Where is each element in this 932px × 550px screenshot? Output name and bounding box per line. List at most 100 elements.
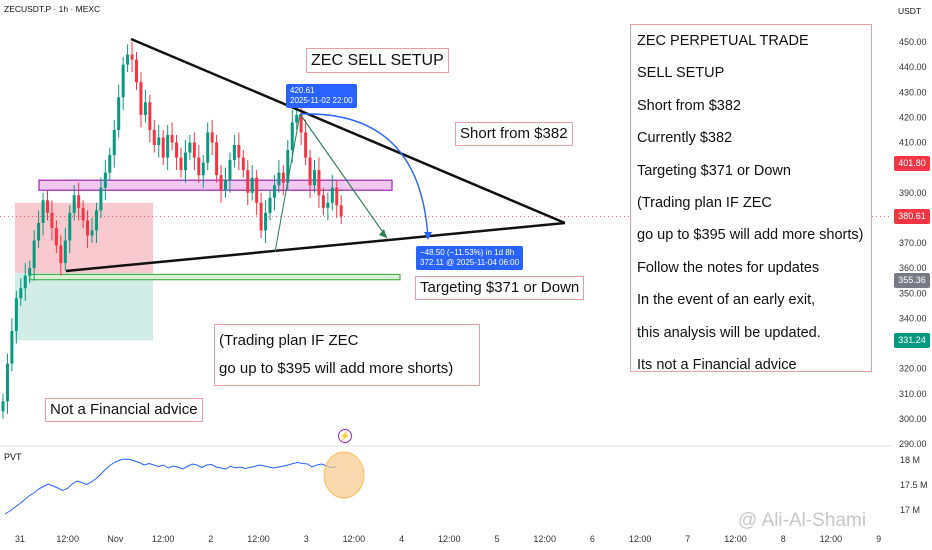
tooltip-measure-change: −48.50 (−11.53%) in 1d 8h: [420, 248, 515, 257]
candle-body: [157, 137, 161, 146]
candle-body: [281, 172, 285, 183]
candle-body: [228, 160, 232, 181]
y-tick-label: 340.00: [899, 313, 927, 323]
tooltip-high-price: 420.61: [290, 86, 315, 95]
candle-body: [210, 132, 214, 143]
note-trading-plan[interactable]: (Trading plan IF ZEC go up to $395 will …: [214, 324, 480, 386]
x-tick-label: 12:00: [343, 534, 366, 544]
candle-body: [90, 230, 94, 236]
candle-body: [246, 170, 250, 193]
trade-plan-line: Short from $382: [637, 97, 741, 114]
x-tick-label: 2: [208, 534, 213, 544]
note-disclaimer[interactable]: Not a Financial advice: [45, 398, 203, 422]
tooltip-high-date: 2025-11-02 22:00: [290, 96, 353, 105]
candle-body: [175, 142, 179, 158]
x-tick-label: 12:00: [629, 534, 652, 544]
candle-body: [135, 59, 138, 83]
candle-body: [295, 114, 299, 123]
pvt-highlight-circle: [323, 451, 365, 499]
x-tick-label: 3: [304, 534, 309, 544]
candle-body: [10, 330, 14, 364]
candle-body: [166, 134, 170, 158]
triangle-upper-line: [130, 37, 566, 225]
candle-body: [19, 288, 23, 299]
candle-body: [277, 172, 281, 186]
candle-body: [335, 187, 339, 206]
candle-body: [299, 114, 303, 133]
alert-icon[interactable]: ⚡: [338, 429, 352, 443]
header-symbol[interactable]: ZECUSDT.P · 1h · MEXC: [4, 4, 101, 14]
x-tick-label: 12:00: [820, 534, 843, 544]
measure-arrow-head: [424, 232, 432, 240]
candle-body: [121, 64, 125, 98]
note-short-from[interactable]: Short from $382: [455, 122, 573, 146]
candle-body: [5, 363, 9, 402]
y-tick-label: 370.00: [899, 238, 927, 248]
candle-body: [86, 220, 90, 236]
candle-body: [206, 132, 210, 163]
projection-arrow-head: [379, 229, 387, 238]
candle-body: [241, 157, 245, 171]
note-title[interactable]: ZEC SELL SETUP: [306, 48, 449, 74]
candle-body: [179, 157, 183, 171]
x-tick-label: 12:00: [56, 534, 79, 544]
candle-body: [81, 207, 85, 221]
candle-body: [1, 401, 5, 412]
y-tick-label: 450.00: [899, 37, 927, 47]
trade-plan-panel[interactable]: ZEC PERPETUAL TRADE SELL SETUP Short from …: [630, 24, 872, 373]
x-tick-label: 12:00: [152, 534, 175, 544]
candle-body: [339, 205, 343, 217]
candle-body: [313, 170, 316, 186]
candle-body: [272, 185, 276, 198]
triangle-lower-line: [65, 221, 566, 273]
note-plan-line1: (Trading plan IF ZEC: [219, 332, 359, 349]
pvt-tick-label: 17.5 M: [900, 480, 928, 490]
y-axis: 450.00440.00430.00420.00410.00400.00390.…: [899, 37, 927, 449]
x-tick-label: 12:00: [247, 534, 270, 544]
x-axis: 31 12:00 Nov 12:00 2 12:00 3 12:00 4 12:00 5 12:00 6…: [15, 534, 881, 544]
candle-body: [264, 212, 268, 231]
trade-plan-line: SELL SETUP: [637, 65, 725, 82]
candle-body: [50, 212, 54, 228]
candle-body: [170, 134, 174, 143]
projection-arrow-line: [299, 113, 388, 239]
add-short-zone: [38, 179, 393, 191]
candle-body: [99, 187, 103, 211]
candle-body: [321, 195, 325, 208]
y-tick-label: 290.00: [899, 439, 927, 449]
note-plan-line2: go up to $395 will add more shorts): [219, 360, 454, 377]
candle-body: [183, 152, 187, 171]
support-zone: [29, 273, 401, 281]
candle-series: [1, 42, 343, 419]
tooltip-measure-target: 372.11 @ 2025-11-04 06:00: [420, 258, 520, 267]
trade-plan-line: this analysis will be updated.: [637, 324, 821, 341]
trade-plan-line: Follow the notes for updates: [637, 259, 820, 276]
tooltip-swing-high: 420.61 2025-11-02 22:00: [286, 84, 357, 108]
candle-body: [317, 170, 321, 196]
x-tick-label: 12:00: [724, 534, 747, 544]
x-tick-label: 12:00: [438, 534, 461, 544]
candle-body: [268, 197, 272, 213]
candle-body: [308, 157, 312, 186]
y-tick-label: 440.00: [899, 62, 927, 72]
trade-plan-line: Its not a Financial advice: [637, 356, 797, 373]
pvt-tick-label: 18 M: [900, 455, 920, 465]
candle-body: [161, 137, 165, 158]
y-tick-label: 420.00: [899, 112, 927, 122]
pvt-panel: 18 M 17.5 M 17 M: [0, 445, 928, 515]
y-tick-label: 310.00: [899, 389, 927, 399]
measure-curve: [299, 113, 429, 239]
candle-body: [103, 172, 107, 188]
price-tag: 331.24: [894, 333, 930, 349]
candle-body: [330, 187, 334, 203]
candle-body: [232, 145, 236, 161]
candle-body: [192, 142, 196, 158]
pvt-label: PVT: [4, 452, 22, 462]
x-tick-label: 6: [590, 534, 595, 544]
candle-body: [304, 132, 308, 158]
y-tick-label: 350.00: [899, 288, 927, 298]
note-targeting[interactable]: Targeting $371 or Down: [415, 276, 585, 300]
candle-body: [215, 142, 219, 176]
candle-body: [41, 200, 45, 223]
candle-body: [219, 175, 223, 191]
